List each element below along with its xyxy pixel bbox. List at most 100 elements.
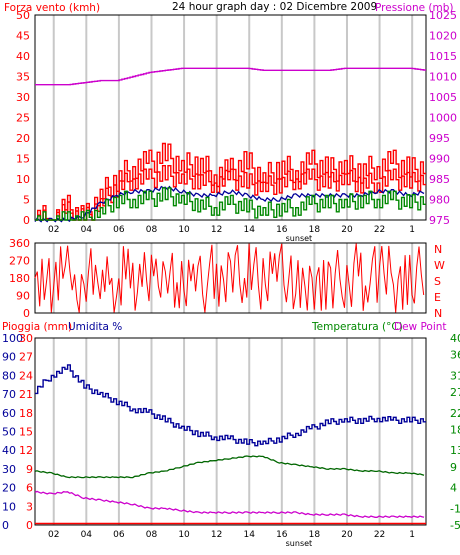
compass-label: S (434, 275, 441, 288)
temp-tick-label: 40 (450, 332, 460, 345)
y-tick-label-left: 40 (16, 50, 30, 63)
x-tick-label: 12 (211, 225, 222, 235)
compass-label: W (434, 259, 445, 272)
temperature-series (34, 455, 425, 479)
y-tick-label-left: 30 (16, 91, 30, 104)
x-tick-label: 1 (409, 530, 415, 540)
y-tick-label-left: 20 (16, 132, 30, 145)
temp-tick-label: 31 (450, 369, 460, 382)
humidity-tick-label: 70 (2, 388, 16, 401)
temp-tick-label: -5 (450, 519, 460, 532)
y-tick-label-left: 5 (23, 194, 30, 207)
x-tick-label: 16 (276, 225, 288, 235)
y-tick-label-left: 0 (23, 307, 30, 320)
humidity-axis-title: Umidita % (68, 321, 122, 333)
rain-tick-label: 27 (19, 351, 33, 364)
y-tick-label-left: 10 (16, 173, 30, 186)
rain-axis-title: Pioggia (mm) (2, 321, 72, 333)
y-tick-label-right: 975 (429, 214, 450, 227)
x-tick-label: 14 (244, 225, 256, 235)
x-tick-label: 12 (211, 530, 222, 540)
y-tick-label-right: 1015 (429, 50, 457, 63)
rain-tick-label: 30 (19, 332, 33, 345)
rain-tick-label: 9 (26, 463, 33, 476)
humidity-tick-label: 90 (2, 351, 16, 364)
plot-frame (34, 14, 427, 221)
temp-tick-label: 27 (450, 386, 460, 399)
y-tick-label-right: 1000 (429, 112, 457, 125)
temp-tick-label: 9 (450, 461, 457, 474)
sunset-label: sunset (286, 539, 313, 548)
x-tick-label: 22 (374, 530, 385, 540)
plot-frame (34, 242, 427, 314)
humidity-series (35, 364, 426, 447)
rain-tick-label: 6 (26, 482, 33, 495)
direction-series (34, 243, 425, 313)
rain-tick-label: 21 (19, 388, 33, 401)
temp-tick-label: 22 (450, 407, 460, 420)
pressure-series (35, 67, 426, 86)
humidity-tick-label: 30 (2, 463, 16, 476)
x-tick-label: 20 (341, 530, 353, 540)
y-tick-label-left: 50 (16, 9, 30, 22)
x-tick-label: 10 (178, 530, 190, 540)
dew-axis-title: Dew Point (394, 321, 447, 333)
x-tick-label: 18 (309, 225, 321, 235)
humidity-tick-label: 10 (2, 500, 16, 513)
rain-tick-label: 0 (26, 519, 33, 532)
right-axis-title: Pressione (mb) (375, 2, 454, 14)
wind-series (35, 165, 426, 221)
x-tick-label: 04 (81, 225, 93, 235)
rain-tick-label: 24 (19, 369, 33, 382)
avg-wind-series (34, 185, 425, 223)
temp-tick-label: -1 (450, 502, 460, 515)
y-tick-label-left: 180 (9, 272, 30, 285)
x-tick-label: 02 (48, 530, 59, 540)
rain-tick-label: 18 (19, 407, 33, 420)
y-tick-label-left: 90 (16, 290, 30, 303)
x-tick-label: 04 (81, 530, 93, 540)
x-tick-label: 02 (48, 225, 59, 235)
humidity-tick-label: 80 (2, 369, 16, 382)
x-tick-label: 20 (341, 225, 353, 235)
y-tick-label-right: 995 (429, 132, 450, 145)
y-tick-label-right: 980 (429, 194, 450, 207)
x-tick-label: 14 (244, 530, 256, 540)
humidity-tick-label: 50 (2, 426, 16, 439)
x-tick-label: 08 (146, 530, 158, 540)
rain-tick-label: 3 (26, 500, 33, 513)
y-tick-label-left: 0 (23, 214, 30, 227)
humidity-tick-label: 40 (2, 444, 16, 457)
x-tick-label: 16 (276, 530, 288, 540)
y-tick-label-left: 45 (16, 30, 30, 43)
x-tick-label: 06 (113, 225, 125, 235)
temp-tick-label: 4 (450, 482, 457, 495)
y-tick-label-right: 1010 (429, 71, 457, 84)
temp-tick-label: 36 (450, 349, 460, 362)
y-tick-label-right: 1005 (429, 91, 457, 104)
wind-pressure-panel: 02 04 06 08 10 12 14 16 18 20 22 1sunset05101520253… (16, 9, 457, 243)
humidity-tick-label: 0 (2, 519, 9, 532)
gust-series (35, 142, 426, 221)
dew-series (34, 490, 425, 519)
x-tick-label: 06 (113, 530, 125, 540)
compass-label: N (434, 307, 442, 320)
y-tick-label-right: 1025 (429, 9, 457, 22)
humidity-tick-label: 20 (2, 482, 16, 495)
x-tick-label: 18 (309, 530, 321, 540)
compass-label: E (434, 291, 441, 304)
y-tick-label-right: 1020 (429, 30, 457, 43)
x-tick-label: 10 (178, 225, 190, 235)
plot-frame (34, 337, 427, 526)
y-tick-label-left: 25 (16, 112, 30, 125)
humidity-tick-label: 60 (2, 407, 16, 420)
y-tick-label-left: 270 (9, 255, 30, 268)
x-tick-label: 08 (146, 225, 158, 235)
temp-tick-label: 13 (450, 444, 460, 457)
temp-tick-label: 18 (450, 423, 460, 436)
y-tick-label-right: 990 (429, 153, 450, 166)
compass-label: N (434, 243, 442, 256)
